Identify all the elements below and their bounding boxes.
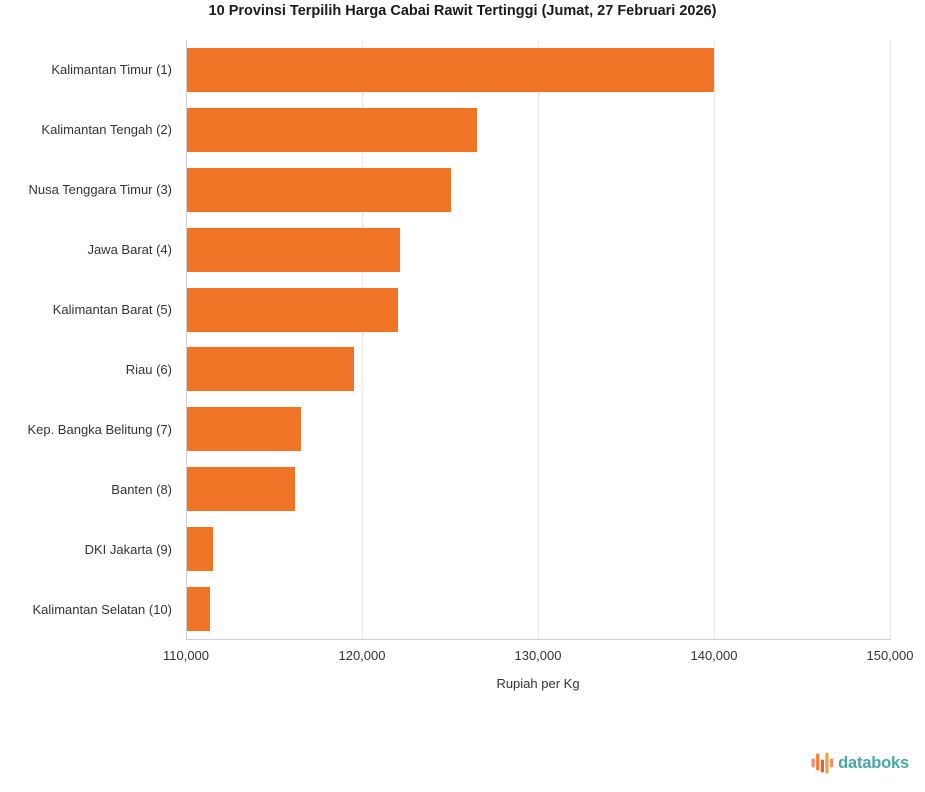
gridline	[714, 40, 715, 639]
bar-row	[187, 459, 891, 519]
category-label: Kalimantan Barat (5)	[52, 302, 172, 318]
x-tick-label: 130,000	[514, 648, 562, 663]
bar-row	[187, 160, 891, 220]
category-label: Kep. Bangka Belitung (7)	[27, 421, 172, 437]
bar-row	[187, 579, 891, 639]
bar[interactable]	[187, 527, 214, 572]
chart-title: 10 Provinsi Terpilih Harga Cabai Rawit T…	[208, 3, 717, 19]
bar-row	[187, 40, 891, 100]
category-label: Riau (6)	[125, 361, 172, 377]
category-label: Jawa Barat (4)	[87, 242, 172, 258]
category-label: Kalimantan Selatan (10)	[32, 601, 172, 617]
y-axis-labels: Kalimantan Timur (1) Kalimantan Tengah (2…	[0, 40, 179, 639]
x-axis-ticks: 110,000 120,000 130,000 140,000 150,000	[163, 648, 914, 664]
bar-row	[187, 220, 891, 280]
bar[interactable]	[187, 407, 302, 452]
gridline	[362, 40, 363, 639]
bar-row	[187, 340, 891, 400]
bar[interactable]	[187, 167, 451, 212]
bar[interactable]	[187, 347, 355, 392]
gridline	[890, 40, 891, 639]
bar[interactable]	[187, 107, 478, 152]
databoks-logo-icon	[811, 752, 834, 774]
category-label: Banten (8)	[111, 481, 172, 497]
databoks-logo-text: databoks	[838, 753, 909, 772]
bar-row	[187, 100, 891, 160]
bar[interactable]	[187, 227, 400, 272]
bar-row	[187, 280, 891, 340]
plot-area	[186, 40, 891, 640]
category-label: Kalimantan Timur (1)	[51, 62, 172, 78]
databoks-logo[interactable]: databoks	[811, 750, 909, 776]
bar[interactable]	[187, 467, 296, 512]
gridline	[538, 40, 539, 639]
category-label: Kalimantan Tengah (2)	[41, 122, 172, 138]
bar[interactable]	[187, 587, 210, 632]
x-tick-label: 120,000	[338, 648, 386, 663]
x-axis-title: Rupiah per Kg	[496, 676, 580, 691]
bar[interactable]	[187, 47, 715, 92]
category-label: DKI Jakarta (9)	[84, 541, 172, 557]
bar[interactable]	[187, 287, 399, 332]
x-tick-label: 110,000	[162, 648, 210, 663]
x-tick-label: 150,000	[866, 648, 914, 663]
x-tick-label: 140,000	[690, 648, 738, 663]
category-label: Nusa Tenggara Timur (3)	[28, 182, 172, 198]
bar-row	[187, 399, 891, 459]
bar-row	[187, 519, 891, 579]
